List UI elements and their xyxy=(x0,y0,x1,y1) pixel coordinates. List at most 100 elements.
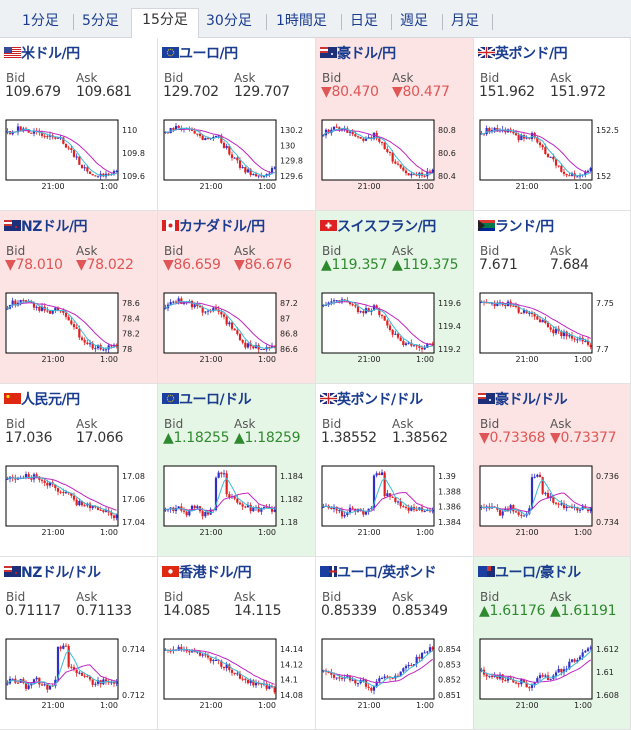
candle-body xyxy=(327,129,330,134)
candle-body xyxy=(246,169,250,173)
price-chart[interactable]: 78.6 78.4 78.2 78 21:00 1:00 xyxy=(4,291,154,375)
pair-name[interactable]: 人民元/円 xyxy=(21,392,80,408)
candle-body xyxy=(322,506,325,508)
tab-1hour[interactable]: 1時間足 xyxy=(276,13,327,29)
rate-card[interactable]: スイスフラン/円 Bid Ask ▲119.357 ▲119.375 119.6 119.4… xyxy=(316,211,474,384)
rate-card[interactable]: 豪ドル/円 Bid Ask ▼80.470 ▼80.477 80.8 80.6 80.4 21:… xyxy=(316,38,474,211)
rate-card[interactable]: ユーロ/ドル Bid Ask ▲1.18255 ▲1.18259 1.184 1.182 1.… xyxy=(158,384,316,557)
candle-body xyxy=(565,173,568,176)
rate-card[interactable]: 人民元/円 Bid Ask 17.036 17.066 17.08 17.06 17.04 21… xyxy=(0,384,158,557)
price-chart[interactable]: 1.612 1.61 1.608 21:00 1:00 xyxy=(478,637,628,721)
pair-name[interactable]: ユーロ/ドル xyxy=(179,392,252,408)
candle-body xyxy=(244,678,247,680)
candle-body xyxy=(554,502,558,504)
rate-card[interactable]: 豪ドル/ドル Bid Ask ▼0.73368 ▼0.73377 0.736 0.734 21… xyxy=(474,384,631,557)
price-chart[interactable]: 152.5 152 21:00 1:00 xyxy=(478,118,628,202)
tab-1min[interactable]: 1分足 xyxy=(22,13,59,29)
candle-body xyxy=(394,161,397,164)
plot-frame xyxy=(479,638,593,700)
price-chart[interactable]: 130.2 130 129.8 129.6 21:00 1:00 xyxy=(162,118,312,202)
pair-name[interactable]: NZドル/ドル xyxy=(21,565,101,581)
price-chart[interactable]: 110 109.8 109.6 21:00 1:00 xyxy=(4,118,154,202)
x-tick-label: 1:00 xyxy=(416,182,434,191)
pair-name[interactable]: NZドル/円 xyxy=(21,219,87,235)
price-chart[interactable]: 0.714 0.712 21:00 1:00 xyxy=(4,637,154,721)
candle-body xyxy=(67,147,70,149)
pair-name[interactable]: 米ドル/円 xyxy=(21,46,80,62)
pair-name[interactable]: スイスフラン/円 xyxy=(337,219,436,235)
pair-name[interactable]: カナダドル/円 xyxy=(179,219,265,235)
candle-body xyxy=(244,167,247,173)
candle-body xyxy=(372,475,376,508)
rate-card[interactable]: NZドル/円 Bid Ask ▼78.010 ▼78.022 78.6 78.4 78.2 78… xyxy=(0,211,158,384)
rate-card[interactable]: 香港ドル/円 Bid Ask 14.085 14.115 14.14 14.12 14.1 14… xyxy=(158,557,316,730)
candle-body xyxy=(6,308,9,310)
x-tick-label: 1:00 xyxy=(100,701,118,710)
price-chart[interactable]: 14.14 14.12 14.1 14.08 21:00 1:00 xyxy=(162,637,312,721)
bid-label: Bid xyxy=(322,71,342,85)
candle-body xyxy=(490,675,494,678)
ask-value: 151.972 xyxy=(550,84,606,100)
candle-body xyxy=(584,650,587,653)
moving-average-fast xyxy=(322,127,433,176)
tab-weekly[interactable]: 週足 xyxy=(400,13,428,29)
bid-label: Bid xyxy=(164,71,184,85)
bid-label: Bid xyxy=(6,417,26,431)
candle-body xyxy=(190,301,194,308)
candle-body xyxy=(260,508,263,512)
pair-name[interactable]: ユーロ/英ポンド xyxy=(337,565,437,581)
flag-icon xyxy=(4,220,21,231)
flag-icon xyxy=(320,47,337,58)
candle-body xyxy=(359,311,362,313)
pair-name[interactable]: 豪ドル/ドル xyxy=(495,392,568,408)
candle-body xyxy=(91,505,94,509)
pair-name[interactable]: 英ポンド/円 xyxy=(495,46,568,62)
rate-card[interactable]: ランド/円 Bid Ask 7.671 7.684 7.75 7.7 21:00 1:00 xyxy=(474,211,631,384)
rate-card[interactable]: NZドル/ドル Bid Ask 0.71117 0.71133 0.714 0.712 21:… xyxy=(0,557,158,730)
candle-body xyxy=(364,679,368,687)
rate-card[interactable]: 英ポンド/ドル Bid Ask 1.38552 1.38562 1.39 1.388 1.38… xyxy=(316,384,474,557)
price-chart[interactable]: 17.08 17.06 17.04 21:00 1:00 xyxy=(4,464,154,548)
y-tick-label: 0.714 xyxy=(122,645,145,654)
candle-body xyxy=(359,136,362,139)
candle-body xyxy=(351,507,354,509)
price-chart[interactable]: 0.854 0.853 0.852 0.851 21:00 1:00 xyxy=(320,637,470,721)
candle-body xyxy=(198,133,202,136)
price-chart[interactable]: 80.8 80.6 80.4 21:00 1:00 xyxy=(320,118,470,202)
candle-body xyxy=(35,474,38,477)
candle-body xyxy=(557,165,560,167)
pair-name[interactable]: 豪ドル/円 xyxy=(337,46,396,62)
bid-label: Bid xyxy=(164,244,184,258)
rate-card[interactable]: ユーロ/円 Bid Ask 129.702 129.707 130.2 130 129.8 12… xyxy=(158,38,316,211)
tab-30min[interactable]: 30分足 xyxy=(206,13,252,29)
price-chart[interactable]: 7.75 7.7 21:00 1:00 xyxy=(478,291,628,375)
candle-body xyxy=(538,319,542,323)
flag-icon xyxy=(320,393,337,404)
pair-name[interactable]: 英ポンド/ドル xyxy=(337,392,423,408)
pair-name[interactable]: ランド/円 xyxy=(495,219,554,235)
candle-body xyxy=(238,673,242,679)
rate-card[interactable]: カナダドル/円 Bid Ask ▼86.659 ▼86.676 87.2 87 86.8 86.… xyxy=(158,211,316,384)
tab-5min[interactable]: 5分足 xyxy=(82,13,119,29)
rate-card[interactable]: 英ポンド/円 Bid Ask 151.962 151.972 152.5 152 21:00 1… xyxy=(474,38,631,211)
tab-15min[interactable]: 15分足 xyxy=(131,8,199,39)
tab-daily[interactable]: 日足 xyxy=(350,13,378,29)
candlestick-chart: 1.39 1.388 1.386 1.384 21:00 1:00 xyxy=(321,465,461,537)
price-chart[interactable]: 1.184 1.182 1.18 21:00 1:00 xyxy=(162,464,312,548)
price-chart[interactable]: 0.736 0.734 21:00 1:00 xyxy=(478,464,628,548)
pair-name[interactable]: ユーロ/豪ドル xyxy=(495,565,581,581)
candlestick-chart: 0.854 0.853 0.852 0.851 21:00 1:00 xyxy=(321,638,461,710)
pair-name[interactable]: 香港ドル/円 xyxy=(179,565,252,581)
bid-value: 17.036 xyxy=(5,430,53,446)
rate-card[interactable]: ユーロ/英ポンド Bid Ask 0.85339 0.85349 0.854 0.853 0.… xyxy=(316,557,474,730)
candle-body xyxy=(107,173,110,176)
candle-body xyxy=(270,686,274,688)
pair-name[interactable]: ユーロ/円 xyxy=(179,46,238,62)
rate-card[interactable]: ユーロ/豪ドル Bid Ask ▲1.61176 ▲1.61191 1.612 1.61 1.… xyxy=(474,557,631,730)
price-chart[interactable]: 1.39 1.388 1.386 1.384 21:00 1:00 xyxy=(320,464,470,548)
rate-card[interactable]: 米ドル/円 Bid Ask 109.679 109.681 110 109.8 109.6 21… xyxy=(0,38,158,211)
price-chart[interactable]: 119.6 119.4 119.2 21:00 1:00 xyxy=(320,291,470,375)
tab-monthly[interactable]: 月足 xyxy=(451,13,479,29)
candlestick-chart: 87.2 87 86.8 86.6 21:00 1:00 xyxy=(163,292,298,364)
price-chart[interactable]: 87.2 87 86.8 86.6 21:00 1:00 xyxy=(162,291,312,375)
